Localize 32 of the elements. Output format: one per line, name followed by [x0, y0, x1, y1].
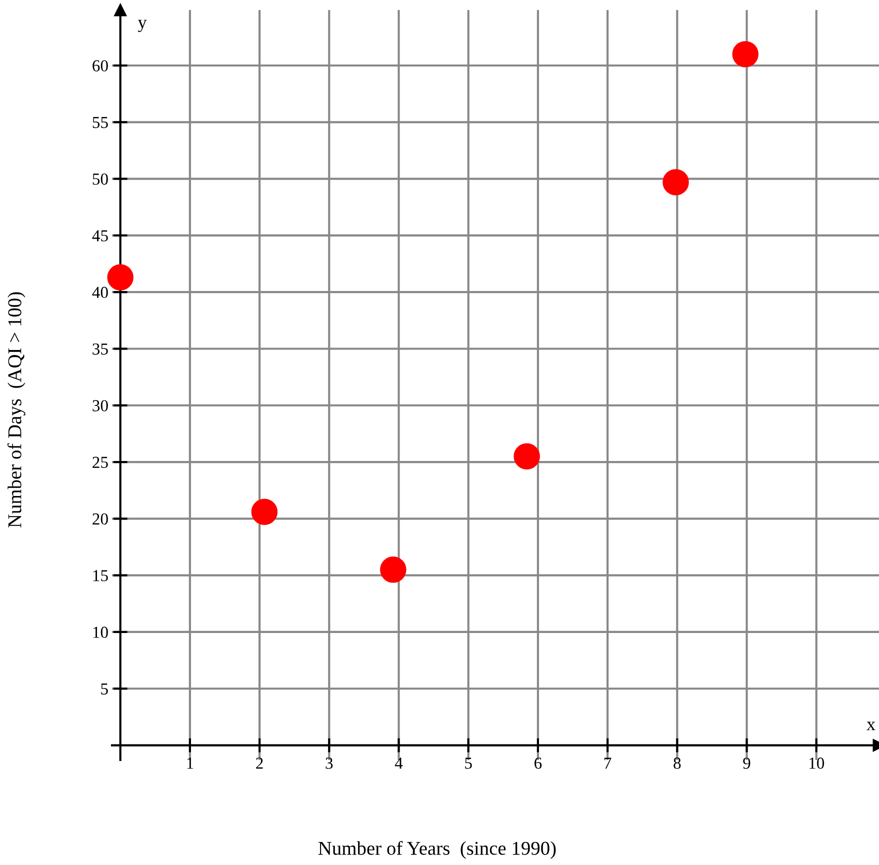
- x-tick-label: 10: [809, 758, 824, 769]
- y-tick-label: 10: [93, 626, 108, 638]
- y-axis-title: Number of Days (AQI > 100): [7, 292, 26, 528]
- y-tick-label: 50: [92, 174, 108, 185]
- x-tick-label: 1: [187, 758, 194, 769]
- x-tick-label: 8: [674, 758, 681, 769]
- point: [251, 498, 278, 526]
- annotation: x: [866, 722, 876, 730]
- x-axis-title: Number of Years (since 1990): [318, 841, 556, 859]
- point: [107, 264, 134, 290]
- x-tick-label: 9: [743, 758, 750, 769]
- x-tick-label: 7: [604, 758, 612, 769]
- y-tick-label: 55: [92, 117, 108, 128]
- y-tick-label: 30: [92, 400, 108, 412]
- y-tick-label: 40: [92, 286, 108, 298]
- y-tick-label: 35: [92, 343, 108, 355]
- x-tick-label: 3: [326, 758, 333, 769]
- point: [732, 41, 758, 68]
- point: [380, 556, 406, 583]
- y-tick-label: 60: [92, 60, 108, 72]
- x-tick-label: 4: [394, 758, 403, 769]
- x-tick-label: 6: [534, 758, 542, 769]
- point: [662, 169, 689, 196]
- y-tick-label: 25: [92, 456, 108, 468]
- y-tick-label: 20: [92, 513, 108, 525]
- point: [514, 443, 540, 470]
- annotation: y: [138, 20, 147, 32]
- y-tick-label: 45: [92, 230, 108, 242]
- y-tick-label: 15: [93, 570, 108, 582]
- x-tick-label: 2: [256, 758, 263, 769]
- y-tick-label: 5: [101, 683, 108, 695]
- x-tick-label: 5: [465, 758, 472, 769]
